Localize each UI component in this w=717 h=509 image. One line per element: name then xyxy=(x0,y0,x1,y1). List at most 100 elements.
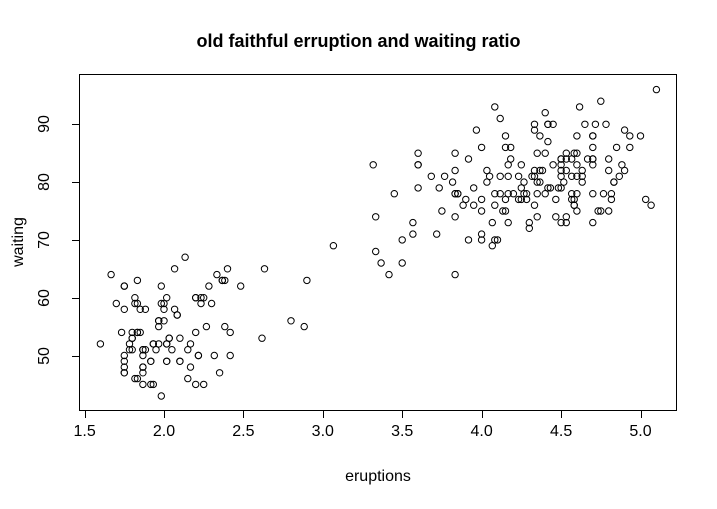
data-point xyxy=(562,218,570,227)
data-point xyxy=(607,190,616,198)
data-point xyxy=(557,184,565,192)
data-point xyxy=(120,282,128,290)
data-point xyxy=(554,184,563,192)
data-point xyxy=(573,132,581,140)
data-point xyxy=(170,305,179,314)
data-point xyxy=(128,334,136,342)
data-point xyxy=(562,149,570,157)
plot-box xyxy=(79,74,677,411)
data-point xyxy=(578,178,586,186)
data-point xyxy=(213,270,221,279)
data-point xyxy=(197,294,205,302)
data-point xyxy=(557,166,565,175)
x-tick-mark xyxy=(322,411,324,418)
data-point xyxy=(369,161,377,169)
data-point xyxy=(160,317,168,325)
data-point xyxy=(583,155,592,163)
data-point xyxy=(562,155,570,163)
data-point xyxy=(605,166,613,175)
data-point xyxy=(517,184,525,192)
data-point xyxy=(120,305,128,314)
data-point xyxy=(377,259,385,267)
data-point xyxy=(181,253,189,261)
data-point xyxy=(578,172,586,181)
data-point xyxy=(128,328,136,337)
data-point xyxy=(573,190,581,198)
data-point xyxy=(170,265,179,273)
data-point xyxy=(184,346,192,354)
data-point xyxy=(620,166,629,175)
data-point xyxy=(477,236,486,244)
data-point xyxy=(507,155,515,163)
data-point xyxy=(557,172,565,181)
data-point xyxy=(451,149,459,157)
data-point xyxy=(491,103,499,111)
data-point xyxy=(620,126,629,134)
data-point xyxy=(530,120,539,128)
data-point xyxy=(155,322,163,331)
data-point xyxy=(530,201,539,209)
data-point xyxy=(215,369,224,377)
data-point xyxy=(544,137,552,146)
data-point xyxy=(568,172,576,181)
data-point xyxy=(533,149,541,157)
data-point xyxy=(470,184,478,192)
data-point xyxy=(260,265,269,273)
data-point xyxy=(226,328,234,337)
data-point xyxy=(157,282,166,290)
data-point xyxy=(525,218,533,227)
x-tick-label: 1.5 xyxy=(73,423,96,440)
data-point xyxy=(514,195,523,204)
data-point xyxy=(200,294,208,302)
data-point xyxy=(152,346,160,354)
data-point xyxy=(488,218,496,227)
data-point xyxy=(163,294,171,302)
data-point xyxy=(329,242,338,250)
data-point xyxy=(501,195,510,204)
data-point xyxy=(464,236,473,244)
data-point xyxy=(493,236,502,244)
data-point xyxy=(112,299,120,308)
y-tick-mark xyxy=(72,239,79,241)
data-point xyxy=(194,351,203,360)
data-point xyxy=(160,299,168,308)
data-point xyxy=(591,120,600,128)
x-tick-mark xyxy=(164,411,165,418)
data-point xyxy=(176,334,184,342)
data-point xyxy=(562,213,570,221)
data-point xyxy=(192,328,200,337)
data-point xyxy=(157,392,166,400)
data-point xyxy=(202,322,211,331)
data-point xyxy=(133,374,142,383)
data-point xyxy=(448,178,457,186)
data-point xyxy=(496,190,504,198)
data-point xyxy=(509,190,518,198)
data-point xyxy=(133,276,142,285)
data-point xyxy=(372,213,380,221)
data-point xyxy=(385,270,393,279)
y-tick-label: 80 xyxy=(36,173,53,191)
data-point xyxy=(147,380,155,389)
data-point xyxy=(536,166,544,175)
data-point xyxy=(155,317,163,325)
data-point xyxy=(552,195,560,204)
data-point xyxy=(125,346,134,354)
data-point xyxy=(131,299,139,308)
data-point xyxy=(139,380,147,389)
data-point xyxy=(520,178,528,186)
x-axis-label: eruptions xyxy=(345,468,411,485)
data-point xyxy=(192,380,200,389)
x-tick-mark xyxy=(561,411,563,418)
chart-title: old faithful erruption and waiting ratio xyxy=(196,31,521,51)
data-point xyxy=(184,374,192,383)
data-point xyxy=(594,207,602,215)
y-tick-label: 90 xyxy=(36,115,53,134)
data-point xyxy=(501,207,510,215)
data-point xyxy=(477,195,486,204)
data-point xyxy=(549,161,557,169)
data-point xyxy=(141,305,150,314)
plot-area xyxy=(79,74,677,411)
data-point xyxy=(562,166,570,175)
data-point xyxy=(589,155,597,163)
